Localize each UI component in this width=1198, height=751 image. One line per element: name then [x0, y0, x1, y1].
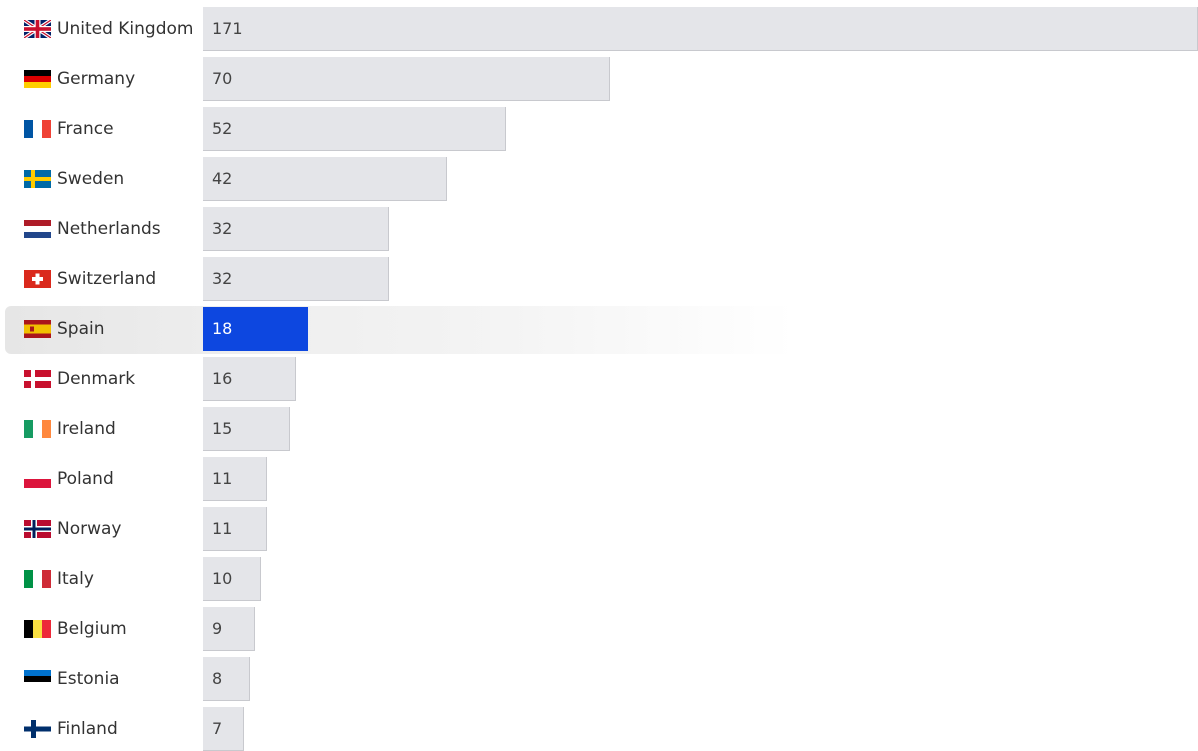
bar-value-label: 32: [212, 219, 233, 238]
country-name: Italy: [57, 569, 94, 589]
bar-value-label: 52: [212, 119, 233, 138]
country-name: France: [57, 119, 114, 139]
bar[interactable]: 11: [203, 507, 267, 551]
bar[interactable]: 7: [203, 707, 244, 751]
nl-flag-icon: [24, 220, 51, 238]
se-flag-icon: [24, 170, 51, 188]
pl-flag-icon: [24, 470, 51, 488]
country-name: Estonia: [57, 669, 120, 689]
category-label: Poland: [24, 457, 114, 501]
fr-flag-icon: [24, 120, 51, 138]
bar[interactable]: 32: [203, 257, 389, 301]
dk-flag-icon: [24, 370, 51, 388]
it-flag-icon: [24, 570, 51, 588]
bar-row[interactable]: Switzerland 32: [0, 257, 1198, 301]
bar[interactable]: 32: [203, 207, 389, 251]
bar-value-label: 70: [212, 69, 233, 88]
country-name: Poland: [57, 469, 114, 489]
bar[interactable]: 16: [203, 357, 296, 401]
bar-value-label: 10: [212, 569, 233, 588]
category-label: Italy: [24, 557, 94, 601]
bar-value-label: 16: [212, 369, 233, 388]
country-name: United Kingdom: [57, 19, 194, 39]
category-label: Sweden: [24, 157, 124, 201]
bar-value-label: 9: [212, 619, 223, 638]
country-name: Belgium: [57, 619, 127, 639]
category-label: Netherlands: [24, 207, 161, 251]
country-name: Netherlands: [57, 219, 161, 239]
bar-value-label: 42: [212, 169, 233, 188]
be-flag-icon: [24, 620, 51, 638]
es-flag-icon: [24, 320, 51, 338]
category-label: Norway: [24, 507, 122, 551]
bar-row[interactable]: Norway 11: [0, 507, 1198, 551]
country-name: Norway: [57, 519, 122, 539]
category-label: United Kingdom: [24, 7, 193, 51]
category-label: Belgium: [24, 607, 127, 651]
bar-row[interactable]: Germany 70: [0, 57, 1198, 101]
ch-flag-icon: [24, 270, 51, 288]
bar-value-label: 18: [212, 319, 233, 338]
bar[interactable]: 70: [203, 57, 610, 101]
bar-value-label: 7: [212, 719, 223, 738]
country-name: Germany: [57, 69, 136, 89]
bar[interactable]: 18: [203, 307, 308, 351]
bar-row[interactable]: France 52: [0, 107, 1198, 151]
bar[interactable]: 171: [203, 7, 1198, 51]
bar-row[interactable]: United Kingdom 171: [0, 7, 1198, 51]
country-name: Ireland: [57, 419, 116, 439]
bar-value-label: 15: [212, 419, 233, 438]
bar[interactable]: 9: [203, 607, 255, 651]
bar-row[interactable]: Belgium 9: [0, 607, 1198, 651]
bar-row[interactable]: Finland 7: [0, 707, 1198, 751]
bar-row[interactable]: Spain 18: [0, 306, 1198, 354]
category-label: Spain: [24, 307, 105, 351]
de-flag-icon: [24, 70, 51, 88]
bar-value-label: 11: [212, 519, 233, 538]
bar-row[interactable]: Ireland 15: [0, 407, 1198, 451]
bar[interactable]: 42: [203, 157, 447, 201]
country-name: Switzerland: [57, 269, 157, 289]
bar-row[interactable]: Netherlands 32: [0, 207, 1198, 251]
category-label: Ireland: [24, 407, 116, 451]
category-label: Estonia: [24, 657, 120, 701]
bar[interactable]: 8: [203, 657, 250, 701]
bar-row[interactable]: Sweden 42: [0, 157, 1198, 201]
bar-row[interactable]: Denmark 16: [0, 357, 1198, 401]
bar-row[interactable]: Estonia 8: [0, 657, 1198, 701]
bar[interactable]: 11: [203, 457, 267, 501]
fi-flag-icon: [24, 720, 51, 738]
bar-row[interactable]: Italy 10: [0, 557, 1198, 601]
bar-value-label: 11: [212, 469, 233, 488]
category-label: Finland: [24, 707, 118, 751]
bar-row[interactable]: Poland 11: [0, 457, 1198, 501]
ee-flag-icon: [24, 670, 51, 688]
category-label: Denmark: [24, 357, 135, 401]
no-flag-icon: [24, 520, 51, 538]
country-name: Spain: [57, 319, 105, 339]
bar-value-label: 32: [212, 269, 233, 288]
country-name: Finland: [57, 719, 118, 739]
ie-flag-icon: [24, 420, 51, 438]
bar[interactable]: 52: [203, 107, 506, 151]
bar-value-label: 8: [212, 669, 223, 688]
gb-flag-icon: [24, 20, 51, 38]
country-name: Denmark: [57, 369, 136, 389]
bar-value-label: 171: [212, 19, 243, 38]
country-name: Sweden: [57, 169, 125, 189]
bar[interactable]: 15: [203, 407, 290, 451]
row-highlight: [5, 306, 795, 354]
category-label: Germany: [24, 57, 135, 101]
category-label: Switzerland: [24, 257, 156, 301]
bar[interactable]: 10: [203, 557, 261, 601]
category-label: France: [24, 107, 114, 151]
